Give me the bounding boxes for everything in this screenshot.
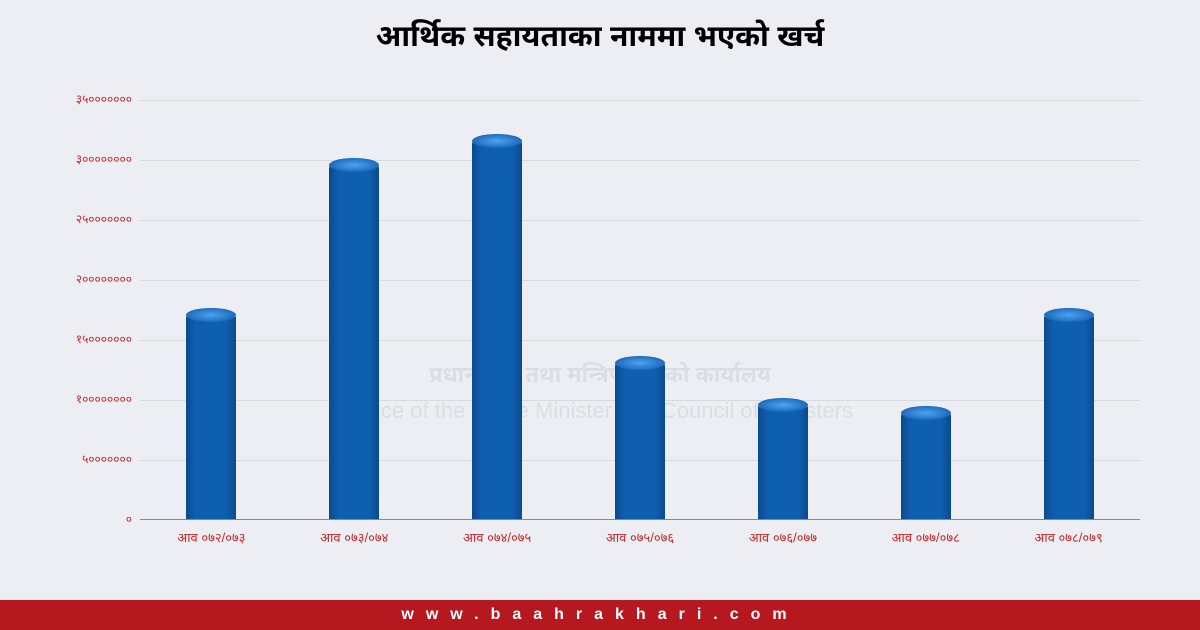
bar-cap: [901, 406, 951, 420]
bar: [615, 363, 665, 519]
grid-line: [140, 100, 1140, 101]
x-axis-label: आव ०७७/०७८: [892, 530, 960, 548]
y-axis-label: २००००००००: [40, 272, 132, 288]
x-axis-label: आव ०७२/०७३: [177, 530, 245, 548]
bar: [329, 165, 379, 519]
bar: [1044, 315, 1094, 519]
y-axis-label: २५०००००००: [40, 212, 132, 228]
x-axis-label: आव ०७४/०७५: [463, 530, 531, 548]
bar-cap: [615, 356, 665, 370]
grid-line: [140, 160, 1140, 161]
bar-chart: ० ५००००००० १०००००००० १५००००००० २०००००००० २५००…: [40, 90, 1160, 580]
y-axis-label: १००००००००: [40, 392, 132, 408]
bar-cap: [186, 308, 236, 322]
grid-line: [140, 220, 1140, 221]
bar-cap: [758, 398, 808, 412]
chart-title: आर्थिक सहायताका नाममा भएको खर्च: [0, 20, 1200, 59]
x-axis-label: आव ०७६/०७७: [749, 530, 817, 548]
x-axis-label: आव ०७५/०७६: [606, 530, 674, 548]
plot-area: [140, 100, 1140, 520]
grid-line: [140, 280, 1140, 281]
footer-source: www.baahrakhari.com: [0, 600, 1200, 630]
bar: [186, 315, 236, 519]
x-axis-label: आव ०७३/०७४: [320, 530, 388, 548]
x-axis-label: आव ०७८/०७९: [1034, 530, 1102, 548]
bar: [472, 141, 522, 519]
y-axis-label: ०: [40, 512, 132, 528]
bar-cap: [1044, 308, 1094, 322]
y-axis-label: ३००००००००: [40, 152, 132, 168]
y-axis-label: ३५०००००००: [40, 92, 132, 108]
y-axis-label: ५०००००००: [40, 452, 132, 468]
bar-cap: [329, 158, 379, 172]
bar: [758, 405, 808, 519]
bar: [901, 413, 951, 519]
footer-text: www.baahrakhari.com: [401, 606, 798, 624]
grid-line: [140, 340, 1140, 341]
y-axis-label: १५०००००००: [40, 332, 132, 348]
bar-cap: [472, 134, 522, 148]
